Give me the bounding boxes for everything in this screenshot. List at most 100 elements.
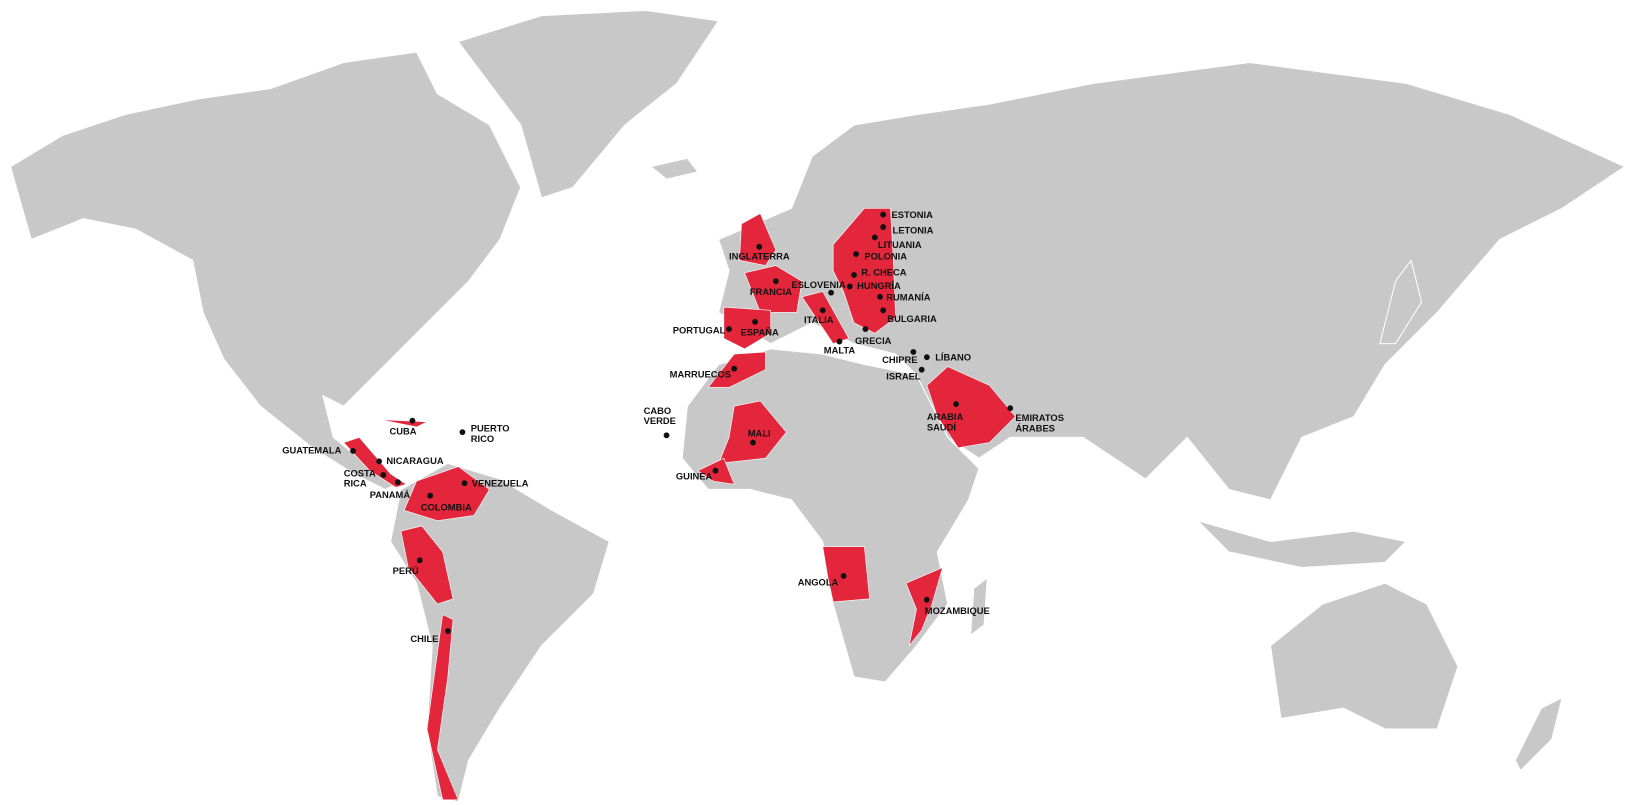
country-dot bbox=[726, 326, 732, 332]
country-dot bbox=[380, 471, 387, 478]
country-dot bbox=[750, 439, 756, 446]
country-label: PORTUGAL bbox=[673, 326, 726, 336]
region-peru bbox=[400, 525, 454, 605]
country-dot bbox=[409, 417, 416, 424]
country-dot bbox=[394, 479, 401, 486]
country-label: GUATEMALA bbox=[282, 445, 341, 455]
country-label: PERÚ bbox=[393, 565, 419, 576]
country-label: ESLOVENIA bbox=[792, 280, 846, 290]
country-dot bbox=[712, 467, 719, 474]
region-mali bbox=[718, 400, 787, 464]
country-dot bbox=[840, 572, 847, 579]
land bbox=[9, 9, 1626, 803]
country-dot bbox=[350, 448, 356, 454]
country-dot bbox=[851, 272, 857, 278]
indonesia bbox=[1195, 519, 1407, 569]
country-label: COSTA bbox=[344, 468, 376, 478]
country-dot bbox=[871, 234, 878, 241]
country-label: LETONIA bbox=[893, 226, 934, 236]
country-label: GUINEA bbox=[676, 471, 713, 481]
madagascar bbox=[970, 576, 988, 637]
markers: ESTONIA LETONIA LITUANIA POLONIA R. CHECA ESL… bbox=[282, 210, 1064, 644]
country-dot bbox=[461, 480, 468, 487]
country-dot bbox=[376, 458, 383, 465]
country-dot bbox=[923, 596, 930, 603]
country-label: ARABIA bbox=[927, 412, 964, 422]
country-dot bbox=[836, 338, 843, 345]
country-dot bbox=[880, 211, 887, 218]
region-eastern-europe bbox=[832, 207, 896, 334]
country-label: VERDE bbox=[644, 416, 676, 426]
country-dot bbox=[880, 307, 887, 314]
country-label: PANAMÁ bbox=[370, 489, 411, 500]
country-dot bbox=[819, 307, 826, 314]
japan bbox=[1379, 259, 1423, 345]
country-dot bbox=[853, 251, 859, 258]
country-dot bbox=[756, 243, 763, 250]
country-label: RICO bbox=[471, 434, 494, 444]
country-label: FRANCIA bbox=[750, 287, 792, 297]
region-angola bbox=[822, 546, 870, 603]
country-label: CHILE bbox=[410, 634, 438, 644]
country-label: LITUANIA bbox=[878, 240, 922, 250]
region-chile bbox=[426, 613, 459, 801]
country-label: RUMANÍA bbox=[886, 291, 930, 302]
country-label: CUBA bbox=[390, 427, 417, 437]
country-label: MALTA bbox=[824, 345, 856, 355]
country-label: GRECIA bbox=[855, 336, 892, 346]
country-dot bbox=[772, 278, 779, 285]
country-label: NICARAGUA bbox=[386, 456, 443, 466]
country-label: SAUDÍ bbox=[927, 421, 957, 432]
country-dot bbox=[752, 318, 758, 325]
country-dot bbox=[918, 366, 925, 373]
country-label: ESPAÑA bbox=[740, 328, 779, 338]
iceland bbox=[649, 157, 699, 180]
country-dot bbox=[731, 365, 738, 372]
country-dot bbox=[862, 326, 869, 332]
country-dot bbox=[910, 349, 917, 355]
country-dot bbox=[427, 492, 434, 499]
country-dot bbox=[459, 429, 466, 436]
country-label: INGLATERRA bbox=[729, 252, 790, 262]
country-dot bbox=[880, 224, 887, 230]
country-label: RICA bbox=[344, 479, 367, 489]
country-label: BULGARIA bbox=[887, 314, 937, 324]
region-central-america bbox=[343, 437, 407, 488]
country-label: LÍBANO bbox=[935, 352, 971, 363]
region-arabia bbox=[926, 366, 1016, 449]
country-dot bbox=[416, 557, 423, 564]
country-dot bbox=[877, 293, 883, 300]
country-label: ESTONIA bbox=[891, 210, 933, 220]
country-dot bbox=[828, 289, 834, 296]
region-iberia bbox=[723, 306, 771, 350]
country-label: MOZAMBIQUE bbox=[925, 606, 990, 616]
region-uk bbox=[739, 213, 777, 266]
country-label: CABO bbox=[644, 406, 672, 416]
country-label: ANGOLA bbox=[798, 578, 839, 588]
country-label: MARRUECOS bbox=[670, 369, 731, 379]
country-label: ISRAEL bbox=[886, 371, 921, 381]
country-dot bbox=[953, 401, 959, 407]
country-dot bbox=[923, 354, 930, 361]
australia bbox=[1269, 582, 1459, 730]
country-label: R. CHECA bbox=[861, 267, 906, 277]
country-dot bbox=[444, 628, 451, 635]
country-label: ITALIA bbox=[804, 315, 834, 325]
region-mozambique bbox=[905, 567, 943, 646]
country-label: MALI bbox=[748, 429, 771, 439]
region-france bbox=[744, 265, 803, 313]
country-dot bbox=[663, 432, 670, 439]
north-america bbox=[9, 51, 522, 491]
new-zealand bbox=[1514, 696, 1563, 772]
country-label: EMIRATOS bbox=[1015, 413, 1064, 423]
country-label: VENEZUELA bbox=[472, 479, 529, 489]
country-dot bbox=[846, 283, 853, 290]
country-label: ÁRABES bbox=[1015, 423, 1055, 434]
country-label: POLONIA bbox=[864, 252, 907, 262]
country-label: CHIPRE bbox=[882, 355, 917, 365]
country-label: PUERTO bbox=[471, 424, 510, 434]
south-america bbox=[390, 462, 610, 803]
